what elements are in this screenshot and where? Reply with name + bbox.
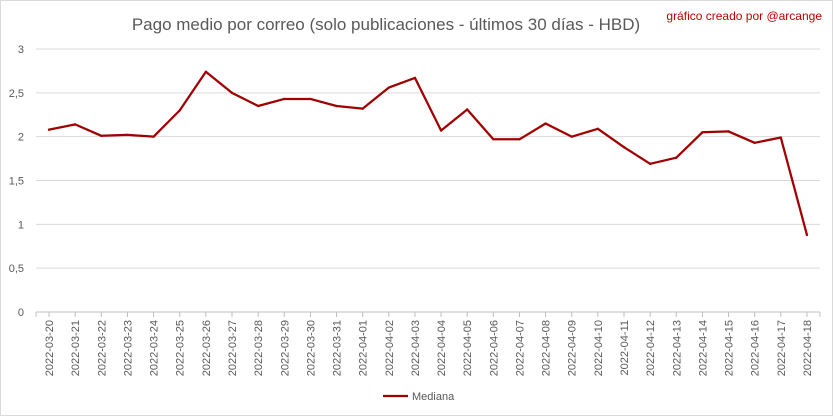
y-tick-label: 1,5: [9, 176, 24, 188]
data-point: [387, 86, 390, 89]
data-point: [518, 138, 521, 141]
x-tick-label: 2022-04-03: [410, 320, 422, 376]
data-point: [335, 104, 338, 108]
data-point: [544, 122, 547, 125]
data-point: [361, 107, 364, 110]
data-point: [152, 135, 155, 138]
x-tick-label: 2022-04-01: [358, 320, 370, 376]
data-point: [596, 127, 600, 130]
data-point: [466, 108, 469, 111]
x-tick-label: 2022-04-15: [724, 320, 736, 376]
x-tick-label: 2022-04-11: [619, 320, 631, 375]
x-tick-label: 2022-03-26: [201, 320, 213, 376]
x-tick-label: 2022-04-08: [541, 320, 553, 376]
x-tick-label: 2022-03-29: [279, 320, 291, 376]
x-axis: 2022-03-20 2022-03-21 2022-03-22 2022-03-23…: [35, 312, 821, 376]
x-tick-label: 2022-04-12: [645, 320, 657, 376]
x-tick-label: 2022-04-04: [436, 320, 448, 376]
x-tick-label: 2022-04-17: [776, 320, 788, 376]
data-point: [47, 128, 51, 131]
data-point: [779, 136, 782, 139]
x-tick-label: 2022-03-31: [332, 320, 344, 376]
x-tick-label: 2022-03-21: [70, 320, 82, 376]
chart-title: Pago medio por correo (solo publicacione…: [132, 15, 640, 34]
data-point: [204, 70, 208, 73]
data-point: [675, 156, 678, 159]
x-tick-label: 2022-04-13: [671, 320, 683, 376]
y-axis: 0 0,5 1 1,5 2 2,5 3: [9, 44, 24, 319]
x-tick-label: 2022-03-24: [149, 320, 161, 376]
x-tick-label: 2022-03-22: [96, 320, 108, 376]
x-tick-label: 2022-03-27: [227, 320, 239, 376]
data-point: [413, 76, 417, 80]
data-point: [727, 130, 730, 133]
data-point: [753, 141, 756, 145]
y-tick-label: 2,5: [9, 88, 24, 100]
x-tick-label: 2022-04-18: [802, 320, 814, 376]
y-tick-label: 1: [18, 219, 24, 231]
data-point: [283, 97, 286, 101]
data-point: [805, 233, 809, 237]
data-point: [492, 138, 495, 141]
y-tick-label: 2: [18, 132, 24, 144]
x-tick-label: 2022-04-10: [593, 320, 605, 376]
y-tick-label: 3: [18, 44, 24, 56]
data-point: [74, 123, 77, 126]
x-tick-label: 2022-03-23: [122, 320, 134, 376]
x-tick-label: 2022-04-14: [697, 320, 709, 376]
x-tick-label: 2022-03-25: [175, 320, 187, 376]
data-point: [178, 109, 181, 112]
data-point: [570, 135, 573, 138]
data-point: [439, 129, 443, 132]
x-tick-label: 2022-03-30: [305, 320, 317, 376]
data-point: [622, 145, 626, 149]
legend-label: Mediana: [412, 391, 455, 403]
x-tick-label: 2022-04-05: [462, 320, 474, 376]
x-tick-label: 2022-04-07: [514, 320, 526, 376]
y-tick-label: 0: [18, 307, 24, 319]
legend: Mediana: [383, 391, 455, 403]
x-tick-label: 2022-03-28: [253, 320, 265, 376]
y-tick-label: 0,5: [9, 263, 24, 275]
x-tick-label: 2022-04-02: [384, 320, 396, 376]
series-line-mediana: [47, 70, 809, 236]
x-tick-label: 2022-04-09: [567, 320, 579, 376]
data-point: [100, 134, 103, 137]
series-layer: [47, 70, 809, 237]
x-tick-label: 2022-04-16: [750, 320, 762, 376]
data-point: [230, 91, 234, 95]
data-point: [126, 133, 129, 137]
x-tick-label: 2022-04-06: [488, 320, 500, 376]
x-tick-label: 2022-03-20: [44, 320, 56, 376]
gridlines: [36, 48, 820, 313]
data-point: [648, 162, 652, 166]
data-point: [256, 104, 260, 108]
data-point: [309, 97, 312, 101]
data-point: [701, 131, 704, 134]
chart-credit: gráfico creado por @arcange: [666, 9, 822, 23]
